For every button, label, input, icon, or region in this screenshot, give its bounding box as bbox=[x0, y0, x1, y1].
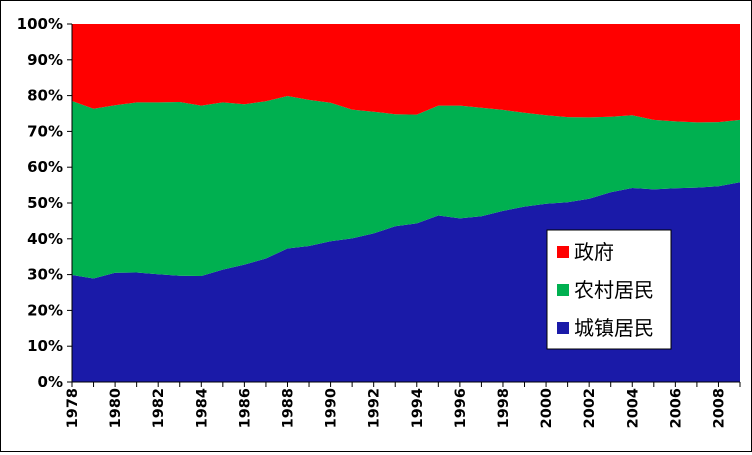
x-tick-label: 1996 bbox=[453, 388, 469, 428]
y-tick-label: 80% bbox=[27, 87, 63, 105]
y-tick-label: 30% bbox=[27, 266, 63, 284]
x-tick-label: 1982 bbox=[151, 388, 167, 428]
legend-swatch bbox=[557, 284, 569, 296]
y-tick-label: 20% bbox=[27, 301, 63, 319]
x-tick-label: 1988 bbox=[280, 388, 296, 428]
x-tick-label: 1994 bbox=[410, 388, 426, 428]
y-axis-ticks: 0% 10% 20% 30% 40% 50% 60% 70% 80% 90% 100% bbox=[17, 15, 63, 391]
legend-swatch bbox=[557, 246, 569, 258]
y-tick-label: 0% bbox=[38, 373, 63, 391]
x-tick-label: 2006 bbox=[668, 388, 684, 428]
legend-label: 城镇居民 bbox=[574, 316, 654, 340]
legend-label: 农村居民 bbox=[574, 278, 654, 302]
area-series-2 bbox=[72, 24, 740, 123]
x-tick-label: 1990 bbox=[324, 388, 340, 428]
x-tick-label: 1998 bbox=[496, 388, 512, 428]
y-tick-label: 100% bbox=[17, 15, 63, 33]
legend-label: 政府 bbox=[574, 240, 614, 264]
y-tick-label: 40% bbox=[27, 230, 63, 248]
x-tick-label: 1986 bbox=[237, 388, 253, 428]
x-tick-label: 2000 bbox=[539, 388, 555, 428]
x-tick-label: 1978 bbox=[65, 388, 81, 428]
y-tick-label: 70% bbox=[27, 122, 63, 140]
x-tick-label: 2008 bbox=[711, 388, 727, 428]
x-tick-label: 2002 bbox=[582, 388, 598, 428]
y-tick-label: 10% bbox=[27, 337, 63, 355]
x-axis-ticks: 1978 1980 1982 1984 1986 1988 1990 1992 1994 1996… bbox=[65, 388, 727, 428]
x-tick-label: 1984 bbox=[194, 388, 210, 428]
axes bbox=[67, 23, 741, 387]
legend-swatch bbox=[557, 322, 569, 334]
area-series-1 bbox=[72, 96, 740, 279]
x-tick-label: 1992 bbox=[367, 388, 383, 428]
y-tick-label: 50% bbox=[27, 194, 63, 212]
x-tick-label: 1980 bbox=[108, 388, 124, 428]
x-tick-label: 2004 bbox=[625, 388, 641, 428]
y-tick-label: 90% bbox=[27, 51, 63, 69]
y-tick-label: 60% bbox=[27, 158, 63, 176]
